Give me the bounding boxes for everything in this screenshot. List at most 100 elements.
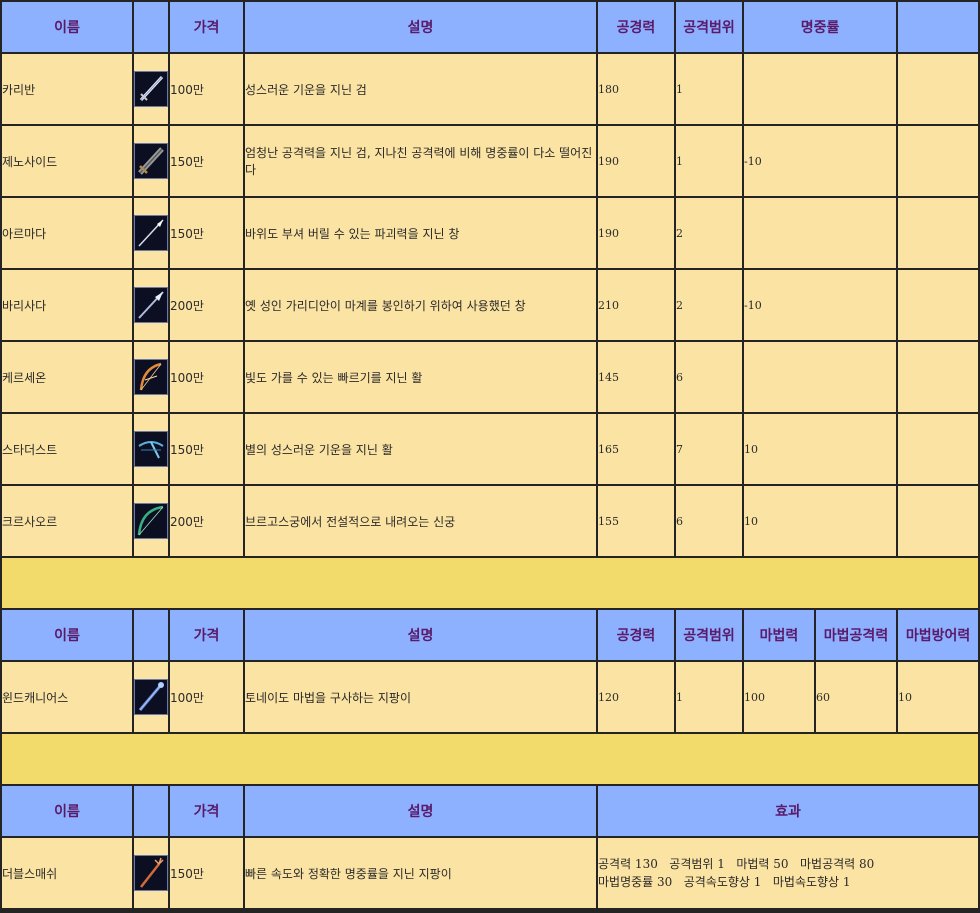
header-attack: 공경력 (598, 610, 674, 660)
item-accuracy (744, 342, 897, 412)
item-range: 2 (676, 270, 742, 340)
header-name: 이름 (2, 610, 132, 660)
item-accuracy: -10 (744, 270, 897, 340)
header-price: 가격 (170, 2, 243, 52)
header-image (134, 610, 168, 660)
header-description: 설명 (245, 610, 596, 660)
item-name: 제노사이드 (2, 126, 132, 196)
lance-icon (134, 287, 168, 323)
item-price: 150만 (170, 414, 243, 484)
item-description: 브르고스궁에서 전설적으로 내려오는 신궁 (245, 486, 596, 556)
item-attack: 165 (598, 414, 674, 484)
header-name: 이름 (2, 786, 132, 836)
item-price: 100만 (170, 54, 243, 124)
item-accuracy: -10 (744, 126, 897, 196)
item-price: 200만 (170, 270, 243, 340)
header-name: 이름 (2, 2, 132, 52)
item-description: 엄청난 공격력을 지닌 검, 지나친 공격력에 비해 명중률이 다소 떨어진다 (245, 126, 596, 196)
item-accuracy: 10 (744, 486, 897, 556)
item-name: 윈드캐니어스 (2, 662, 132, 732)
section3-header-row: 이름 가격 설명 효과 (2, 786, 979, 836)
table-row: 카리반 100만 성스러운 기운을 지닌 검 180 1 (2, 54, 979, 124)
header-image (134, 2, 168, 52)
item-description: 빛도 가를 수 있는 빠르기를 지닌 활 (245, 342, 596, 412)
item-description: 빠른 속도와 정확한 명중률을 지닌 지팡이 (245, 838, 596, 908)
item-price: 100만 (170, 342, 243, 412)
item-attack: 180 (598, 54, 674, 124)
table-row: 크르사오르 200만 브르고스궁에서 전설적으로 내려오는 신궁 155 6 1… (2, 486, 979, 556)
item-name: 더블스매쉬 (2, 838, 132, 908)
table-row: 바리사다 200만 옛 성인 가리디안이 마계를 봉인하기 위하여 사용했던 창… (2, 270, 979, 340)
spear-icon (134, 215, 168, 251)
item-accuracy (744, 198, 897, 268)
item-name: 카리반 (2, 54, 132, 124)
header-magic-attack: 마법공격력 (816, 610, 897, 660)
item-range: 1 (676, 662, 742, 732)
sword-icon (134, 71, 168, 107)
table-row: 케르세온 100만 빛도 가를 수 있는 빠르기를 지닌 활 145 6 (2, 342, 979, 412)
header-magic-defense: 마법방어력 (898, 610, 979, 660)
item-range: 7 (676, 414, 742, 484)
crossbow-icon (134, 431, 168, 467)
header-price: 가격 (170, 786, 243, 836)
item-price: 150만 (170, 198, 243, 268)
longbow-icon (134, 503, 168, 539)
section1-header-row: 이름 가격 설명 공경력 공격범위 명중률 (2, 2, 979, 52)
greatsword-icon (134, 143, 168, 179)
header-range: 공격범위 (676, 2, 742, 52)
item-attack: 190 (598, 198, 674, 268)
item-price: 200만 (170, 486, 243, 556)
header-accuracy: 명중률 (744, 2, 897, 52)
item-name: 케르세온 (2, 342, 132, 412)
item-accuracy: 10 (744, 414, 897, 484)
header-empty (898, 2, 979, 52)
header-image (134, 786, 168, 836)
item-attack: 190 (598, 126, 674, 196)
trident-staff-icon (134, 855, 168, 891)
item-price: 150만 (170, 838, 243, 908)
table-row: 스타더스트 150만 별의 성스러운 기운을 지닌 활 165 7 10 (2, 414, 979, 484)
item-accuracy (744, 54, 897, 124)
header-description: 설명 (245, 2, 596, 52)
item-description: 성스러운 기운을 지닌 검 (245, 54, 596, 124)
item-description: 토네이도 마법을 구사하는 지팡이 (245, 662, 596, 732)
item-range: 2 (676, 198, 742, 268)
header-attack: 공경력 (598, 2, 674, 52)
section-separator (2, 558, 979, 608)
item-effect: 공격력 130 공격범위 1 마법력 50 마법공격력 80 마법명중률 30 … (598, 838, 979, 908)
item-description: 바위도 부셔 버릴 수 있는 파괴력을 지닌 창 (245, 198, 596, 268)
bow-icon (134, 359, 168, 395)
item-attack: 210 (598, 270, 674, 340)
table-row: 윈드캐니어스 100만 토네이도 마법을 구사하는 지팡이 120 1 100 … (2, 662, 979, 732)
item-name: 스타더스트 (2, 414, 132, 484)
item-attack: 155 (598, 486, 674, 556)
header-description: 설명 (245, 786, 596, 836)
item-description: 옛 성인 가리디안이 마계를 봉인하기 위하여 사용했던 창 (245, 270, 596, 340)
item-magic-attack: 60 (816, 662, 897, 732)
header-price: 가격 (170, 610, 243, 660)
section-separator (2, 734, 979, 784)
item-magic-defense: 10 (898, 662, 979, 732)
header-effect: 효과 (598, 786, 979, 836)
item-range: 1 (676, 126, 742, 196)
table-row: 아르마다 150만 바위도 부셔 버릴 수 있는 파괴력을 지닌 창 190 2 (2, 198, 979, 268)
table-row: 더블스매쉬 150만 빠른 속도와 정확한 명중률을 지닌 지팡이 공격력 13… (2, 838, 979, 908)
section2-header-row: 이름 가격 설명 공경력 공격범위 마법력 마법공격력 마법방어력 (2, 610, 979, 660)
item-attack: 120 (598, 662, 674, 732)
item-name: 아르마다 (2, 198, 132, 268)
item-range: 1 (676, 54, 742, 124)
item-range: 6 (676, 486, 742, 556)
effect-line-2: 마법명중률 30 공격속도향상 1 마법속도향상 1 (598, 875, 851, 889)
item-name: 바리사다 (2, 270, 132, 340)
item-attack: 145 (598, 342, 674, 412)
item-price: 100만 (170, 662, 243, 732)
item-name: 크르사오르 (2, 486, 132, 556)
item-magic: 100 (744, 662, 814, 732)
item-price: 150만 (170, 126, 243, 196)
item-description: 별의 성스러운 기운을 지닌 활 (245, 414, 596, 484)
effect-line-1: 공격력 130 공격범위 1 마법력 50 마법공격력 80 (598, 857, 875, 871)
header-magic: 마법력 (744, 610, 814, 660)
table-row: 제노사이드 150만 엄청난 공격력을 지닌 검, 지나친 공격력에 비해 명중… (2, 126, 979, 196)
header-range: 공격범위 (676, 610, 742, 660)
